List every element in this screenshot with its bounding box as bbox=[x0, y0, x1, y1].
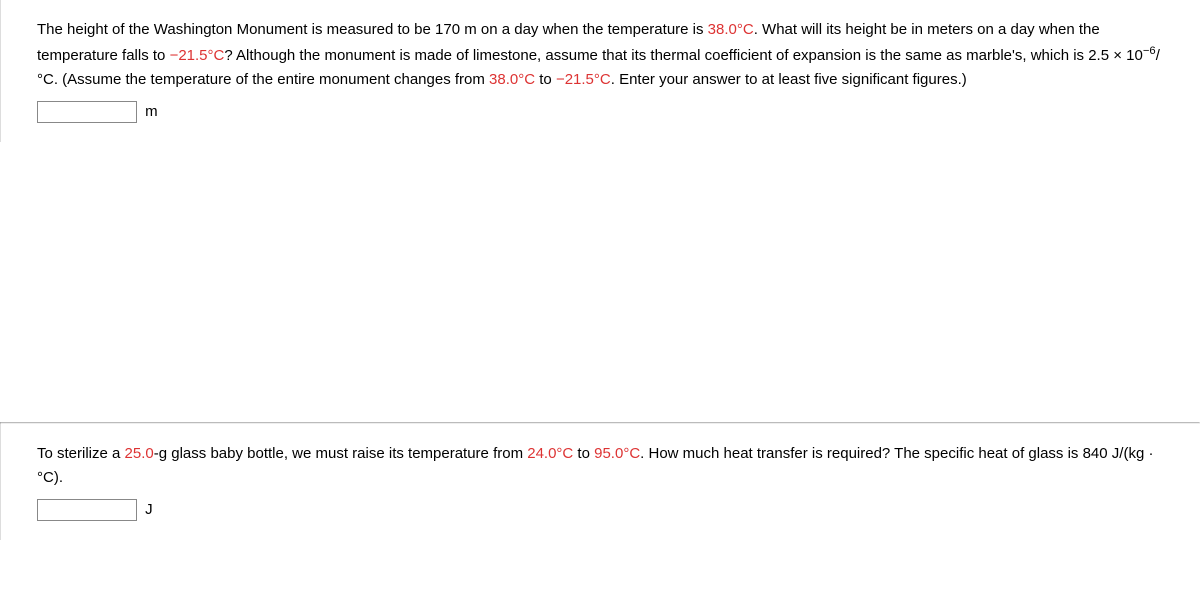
text-fragment: The height of the Washington Monument is… bbox=[37, 21, 708, 38]
answer-row-1: m bbox=[37, 100, 1176, 124]
answer-input-1[interactable] bbox=[37, 101, 137, 123]
text-fragment: to bbox=[573, 445, 594, 462]
temperature-value: 38.0°C bbox=[489, 71, 535, 88]
text-fragment: . Enter your answer to at least five sig… bbox=[611, 71, 967, 88]
mass-value: 25.0 bbox=[125, 445, 154, 462]
temperature-value: 24.0°C bbox=[527, 445, 573, 462]
unit-label: J bbox=[145, 501, 153, 518]
spacer bbox=[0, 142, 1200, 422]
answer-input-2[interactable] bbox=[37, 499, 137, 521]
text-fragment: ? Although the monument is made of limes… bbox=[224, 47, 1143, 64]
problem-1: The height of the Washington Monument is… bbox=[0, 0, 1200, 142]
problem-2: To sterilize a 25.0-g glass baby bottle,… bbox=[0, 424, 1200, 540]
problem-2-text: To sterilize a 25.0-g glass baby bottle,… bbox=[37, 442, 1176, 490]
text-fragment: to bbox=[535, 71, 556, 88]
temperature-value: −21.5°C bbox=[556, 71, 611, 88]
text-fragment: -g glass baby bottle, we must raise its … bbox=[154, 445, 527, 462]
unit-label: m bbox=[145, 103, 158, 120]
temperature-value: 95.0°C bbox=[594, 445, 640, 462]
answer-row-2: J bbox=[37, 498, 1176, 522]
temperature-value: −21.5°C bbox=[170, 47, 225, 64]
text-fragment: To sterilize a bbox=[37, 445, 125, 462]
problem-1-text: The height of the Washington Monument is… bbox=[37, 18, 1176, 92]
exponent: −6 bbox=[1143, 45, 1156, 57]
temperature-value: 38.0°C bbox=[708, 21, 754, 38]
